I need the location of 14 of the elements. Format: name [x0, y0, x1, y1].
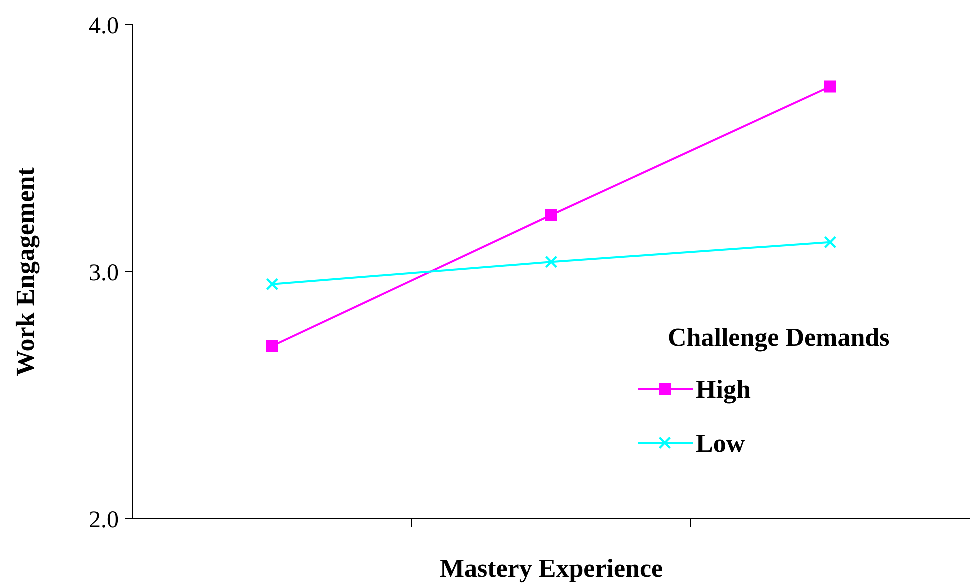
- y-tick-label: 2.0: [89, 507, 119, 534]
- point: [824, 80, 836, 93]
- y-axis-title: Work Engagement: [11, 167, 40, 376]
- point: [266, 340, 278, 352]
- y-tick-label: 3.0: [89, 260, 119, 286]
- y-tick-label: 4.0: [89, 13, 119, 40]
- point: [266, 278, 278, 290]
- legend-label: High: [696, 375, 752, 404]
- legend-label: Low: [696, 429, 746, 458]
- legend-title: Challenge Demands: [668, 323, 890, 352]
- point: [546, 209, 558, 222]
- x-axis-title: Mastery Experience: [440, 554, 664, 583]
- point: [546, 256, 558, 268]
- point: [824, 236, 836, 248]
